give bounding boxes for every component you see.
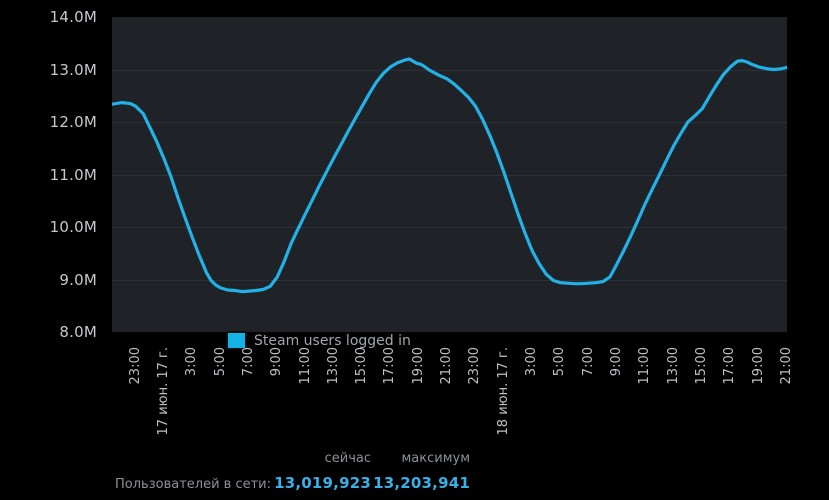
x-axis-time-label: 23:00 [127, 347, 143, 385]
x-axis-date-label: 17 июн. 17 г. [155, 347, 171, 436]
x-axis-time-label: 21:00 [439, 347, 455, 385]
x-axis-date-label: 18 июн. 17 г. [495, 347, 511, 436]
x-axis-time-label: 23:00 [467, 347, 483, 385]
gridline-11m [112, 174, 787, 176]
x-axis-time-label: 15:00 [694, 347, 710, 385]
x-axis-time-label: 17:00 [722, 347, 738, 385]
y-axis-label: 9.0M [59, 270, 97, 289]
gridline-9m [112, 279, 787, 281]
chart-plot-area: Steam users logged in [112, 17, 787, 350]
stats-row-label: Пользователей в сети: [115, 477, 271, 492]
x-axis-time-label: 7:00 [240, 347, 256, 377]
x-axis-time-label: 13:00 [665, 347, 681, 385]
y-axis-label: 12.0M [49, 113, 97, 131]
y-axis-label: 14.0M [49, 8, 97, 26]
x-axis-time-label: 5:00 [212, 347, 228, 377]
x-axis-time-label: 11:00 [297, 347, 313, 385]
legend-swatch [226, 331, 247, 350]
x-axis-time-label: 21:00 [779, 347, 794, 385]
y-axis-label: 13.0M [49, 60, 97, 79]
stats-header-max: максимум [401, 451, 470, 466]
x-axis-time-label: 11:00 [637, 347, 653, 385]
max-users-value: 13,203,941 [373, 474, 470, 492]
gridline-13m [112, 69, 787, 71]
x-axis-time-label: 19:00 [750, 347, 766, 385]
gridline-12m [112, 122, 787, 123]
x-axis-time-label: 19:00 [410, 347, 426, 385]
x-axis-time-label: 5:00 [552, 347, 568, 377]
x-axis-time-label: 3:00 [524, 347, 540, 377]
x-axis-time-label: 13:00 [325, 347, 341, 385]
y-axis-label: 11.0M [49, 165, 97, 184]
stats-header-now: сейчас [324, 451, 371, 466]
chart-legend: Steam users logged in [226, 331, 411, 350]
y-axis-label: 10.0M [49, 218, 97, 236]
x-axis-time-label: 15:00 [354, 347, 370, 385]
gridline-10m [112, 227, 787, 228]
x-axis-time-label: 17:00 [382, 347, 398, 385]
current-users-value: 13,019,923 [274, 474, 371, 492]
x-axis-time-label: 9:00 [609, 347, 625, 377]
legend-label: Steam users logged in [254, 332, 411, 349]
y-axis-label: 8.0M [59, 323, 97, 341]
users-online-line-series [112, 57, 787, 294]
x-axis-time-label: 7:00 [580, 347, 596, 377]
x-axis-time-label: 9:00 [269, 347, 285, 377]
x-axis-time-label: 3:00 [184, 347, 200, 377]
